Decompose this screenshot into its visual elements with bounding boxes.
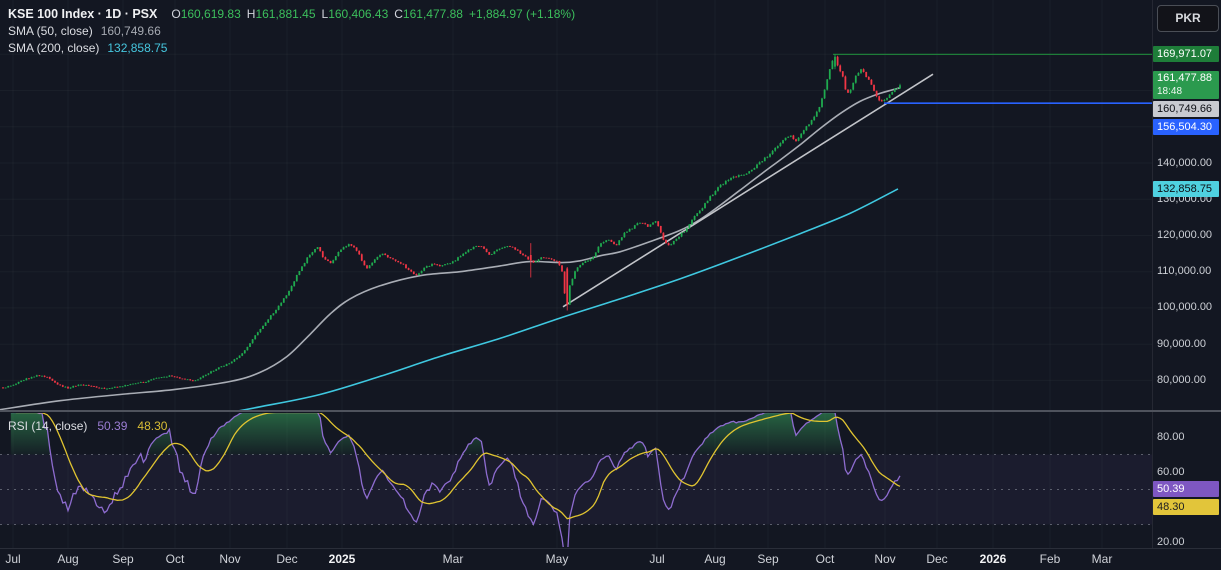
- price-axis-label: 120,000.00: [1157, 228, 1213, 241]
- price-axis-label: 110,000.00: [1157, 265, 1212, 278]
- time-axis-year-label: 2026: [979, 552, 1007, 566]
- symbol-row: KSE 100 Index · 1D · PSX O160,619.83 H161,…: [8, 6, 575, 23]
- time-axis-month-label: Sep: [112, 552, 134, 566]
- last-price-price-badge: 161,477.88 18:48: [1153, 71, 1219, 100]
- time-scale[interactable]: Jul Aug Sep Oct Nov Dec 2025 Mar May Jul Aug Sep Oct…: [0, 548, 1221, 570]
- time-axis-month-label: Dec: [276, 552, 298, 566]
- price-axis-label: 140,000.00: [1157, 156, 1213, 169]
- rsi-ma-value: 48.30: [137, 419, 168, 433]
- sma50-value: 160,749.66: [100, 24, 161, 38]
- time-axis-month-label: Mar: [442, 552, 464, 566]
- open-value: 160,619.83: [180, 7, 241, 21]
- sma200-price-badge: 132,858.75: [1153, 180, 1219, 197]
- price-axis-label: 80,000.00: [1157, 373, 1206, 386]
- price-scale-border: [1152, 0, 1153, 548]
- time-axis-month-label: Aug: [57, 552, 79, 566]
- high-label: H: [246, 7, 256, 21]
- rsi-price-badge: 50.39: [1153, 480, 1219, 497]
- low-label: L: [321, 7, 329, 21]
- price-scale[interactable]: 140,000.00 130,000.00 120,000.00 110,000.00…: [1152, 0, 1221, 548]
- sma50-price-badge: 160,749.66: [1153, 101, 1219, 118]
- close-label: C: [394, 7, 403, 21]
- time-axis-month-label: Oct: [815, 552, 835, 566]
- time-axis-month-label: Dec: [926, 552, 948, 566]
- rsi-label: RSI (14, close): [8, 419, 88, 433]
- sma200-value: 132,858.75: [107, 41, 168, 55]
- rsi-legend[interactable]: RSI (14, close) 50.39 48.30: [8, 419, 167, 433]
- time-axis-month-label: Sep: [757, 552, 779, 566]
- rsi-ma-price-badge: 48.30: [1153, 498, 1219, 515]
- high-line-price-badge: 169,971.07: [1153, 46, 1219, 63]
- time-axis-month-label: Mar: [1091, 552, 1113, 566]
- rsi-axis-label: 60.00: [1157, 465, 1185, 478]
- price-axis-label: 90,000.00: [1157, 337, 1206, 350]
- sma50-label: SMA (50, close): [8, 24, 93, 38]
- symbol-legend: KSE 100 Index · 1D · PSX O160,619.83 H161,…: [8, 6, 575, 57]
- currency-button[interactable]: PKR: [1157, 5, 1219, 32]
- high-value: 161,881.45: [255, 7, 316, 21]
- low-value: 160,406.43: [328, 7, 389, 21]
- sma200-row[interactable]: SMA (200, close) 132,858.75: [8, 40, 575, 57]
- close-value: 161,477.88: [402, 7, 463, 21]
- time-axis-month-label: May: [545, 552, 569, 566]
- time-axis-month-label: Jul: [5, 552, 21, 566]
- symbol-title[interactable]: KSE 100 Index · 1D · PSX: [8, 7, 158, 21]
- change-value: +1,884.97 (+1.18%): [468, 7, 576, 21]
- time-axis-year-label: 2025: [328, 552, 356, 566]
- time-axis-month-label: Nov: [219, 552, 241, 566]
- time-axis-month-label: Nov: [874, 552, 896, 566]
- time-axis-month-label: Jul: [649, 552, 665, 566]
- alert-line-price-badge: 156,504.30: [1153, 119, 1219, 136]
- rsi-axis-label: 80.00: [1157, 430, 1185, 443]
- price-axis-label: 100,000.00: [1157, 301, 1213, 314]
- time-axis-month-label: Feb: [1039, 552, 1061, 566]
- sma50-row[interactable]: SMA (50, close) 160,749.66: [8, 23, 575, 40]
- pane-divider[interactable]: [0, 410, 1221, 412]
- sma200-label: SMA (200, close): [8, 41, 100, 55]
- time-axis-month-label: Oct: [165, 552, 185, 566]
- rsi-value: 50.39: [97, 419, 128, 433]
- time-axis-month-label: Aug: [704, 552, 726, 566]
- rsi-axis-label: 20.00: [1157, 535, 1185, 548]
- open-label: O: [171, 7, 181, 21]
